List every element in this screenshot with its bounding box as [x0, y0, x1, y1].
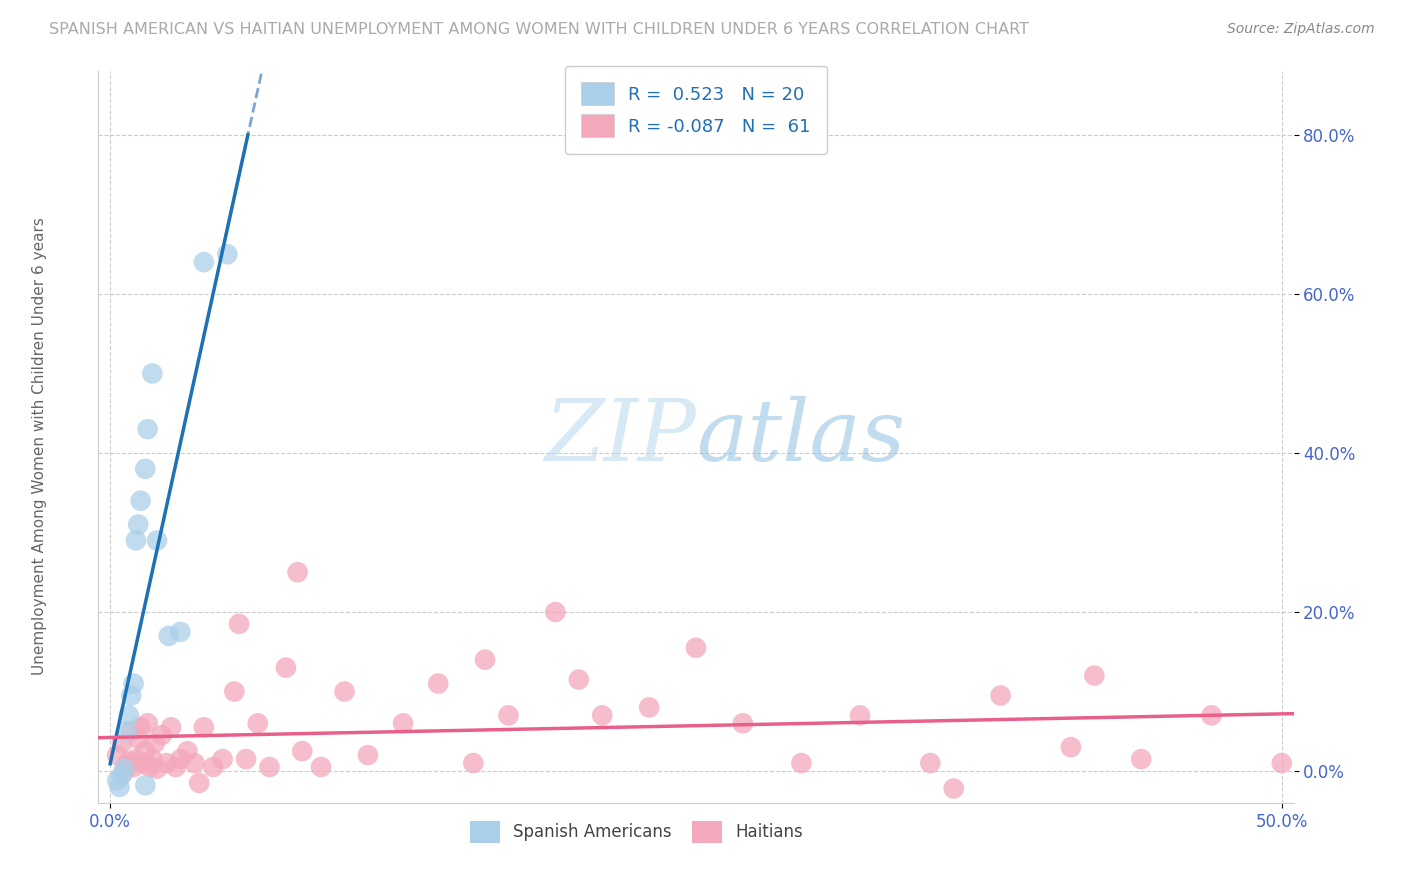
Point [638, 700, 661, 714]
Point [474, 653, 496, 667]
Point [309, 760, 332, 774]
Point [274, 660, 297, 674]
Point [392, 716, 415, 731]
Point [111, 736, 134, 750]
Point [498, 708, 520, 723]
Point [1130, 752, 1153, 766]
Point [731, 716, 754, 731]
Point [127, 517, 149, 532]
Text: ZIP: ZIP [544, 396, 696, 478]
Point [105, 748, 128, 763]
Point [287, 566, 309, 580]
Point [111, 768, 134, 782]
Point [112, 762, 135, 776]
Point [427, 676, 450, 690]
Point [1083, 668, 1105, 682]
Point [193, 255, 215, 269]
Point [544, 605, 567, 619]
Point [122, 760, 145, 774]
Point [188, 776, 211, 790]
Point [118, 708, 141, 723]
Point [169, 752, 191, 766]
Text: Unemployment Among Women with Children Under 6 years: Unemployment Among Women with Children U… [32, 217, 46, 675]
Point [246, 716, 269, 731]
Point [157, 629, 180, 643]
Point [990, 689, 1012, 703]
Point [108, 780, 131, 794]
Point [1341, 720, 1364, 734]
Point [463, 756, 485, 770]
Point [120, 689, 142, 703]
Point [169, 624, 191, 639]
Point [146, 533, 169, 548]
Point [132, 756, 155, 770]
Point [139, 760, 162, 774]
Point [228, 616, 250, 631]
Text: atlas: atlas [696, 396, 905, 478]
Point [134, 744, 156, 758]
Point [259, 760, 281, 774]
Point [685, 640, 707, 655]
Point [125, 752, 148, 766]
Point [120, 724, 142, 739]
Text: Source: ZipAtlas.com: Source: ZipAtlas.com [1227, 22, 1375, 37]
Point [115, 724, 138, 739]
Point [115, 757, 138, 772]
Point [141, 367, 163, 381]
Point [129, 493, 152, 508]
Point [105, 773, 128, 788]
Point [125, 533, 148, 548]
Point [155, 756, 177, 770]
Point [591, 708, 613, 723]
Point [136, 716, 159, 731]
Point [291, 744, 314, 758]
Point [136, 422, 159, 436]
Point [183, 756, 205, 770]
Point [160, 720, 183, 734]
Point [127, 732, 149, 747]
Point [211, 752, 233, 766]
Point [146, 762, 169, 776]
Point [224, 684, 246, 698]
Point [193, 720, 215, 734]
Point [122, 676, 145, 690]
Point [150, 728, 173, 742]
Point [176, 744, 198, 758]
Point [235, 752, 257, 766]
Point [134, 462, 156, 476]
Point [333, 684, 356, 698]
Point [129, 720, 152, 734]
Text: SPANISH AMERICAN VS HAITIAN UNEMPLOYMENT AMONG WOMEN WITH CHILDREN UNDER 6 YEARS: SPANISH AMERICAN VS HAITIAN UNEMPLOYMENT… [49, 22, 1029, 37]
Point [942, 781, 965, 796]
Point [790, 756, 813, 770]
Point [568, 673, 591, 687]
Point [1060, 740, 1083, 755]
Point [1271, 756, 1294, 770]
Point [1201, 708, 1223, 723]
Point [202, 760, 225, 774]
Point [217, 247, 239, 261]
Point [849, 708, 872, 723]
Point [165, 760, 187, 774]
Point [141, 752, 163, 766]
Point [143, 736, 166, 750]
Point [357, 748, 380, 763]
Legend: Spanish Americans, Haitians: Spanish Americans, Haitians [463, 814, 810, 849]
Point [920, 756, 942, 770]
Point [118, 755, 141, 769]
Point [112, 764, 135, 778]
Point [134, 778, 156, 792]
